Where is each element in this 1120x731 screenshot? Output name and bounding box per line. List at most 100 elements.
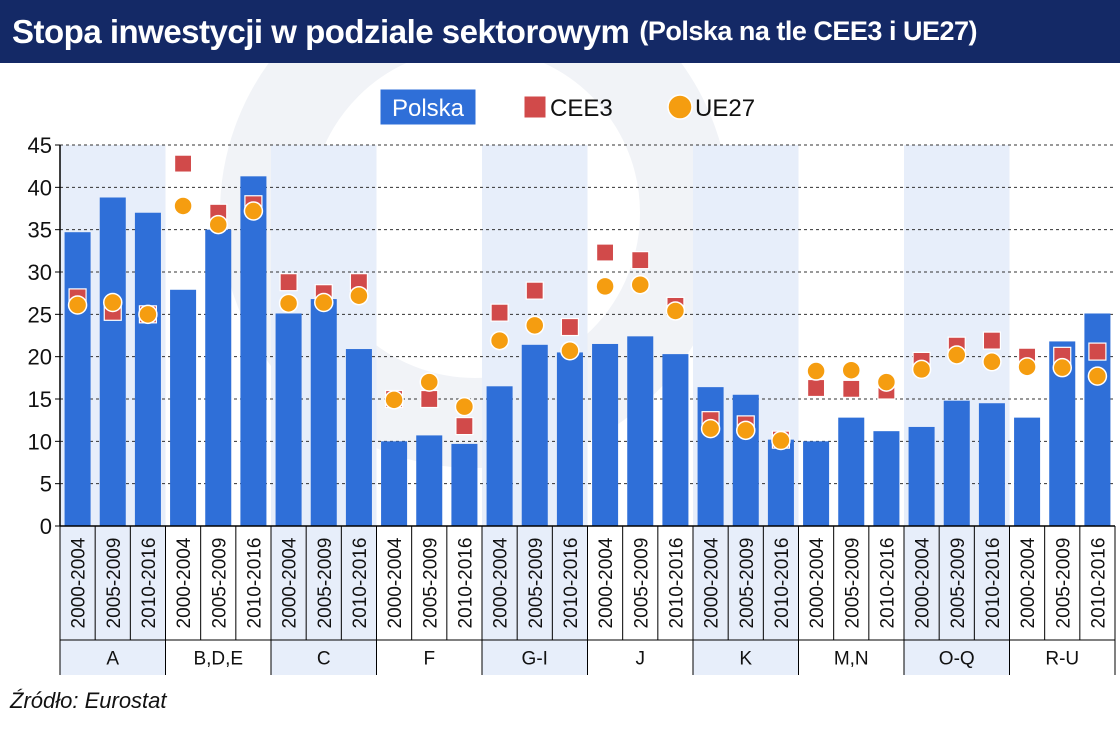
ue27-marker xyxy=(243,201,264,221)
ue27-marker xyxy=(841,360,861,380)
legend-swatch-polska xyxy=(379,88,477,126)
ue27-marker xyxy=(173,196,193,216)
category-label: 2005-2009 xyxy=(737,538,758,629)
legend-label-cee3: CEE3 xyxy=(550,95,613,122)
ue27-marker xyxy=(947,345,967,365)
ue27-marker xyxy=(67,295,88,315)
category-label: 2005-2009 xyxy=(1053,538,1074,629)
ue27-marker xyxy=(489,330,510,351)
bar xyxy=(310,299,337,526)
y-tick-label: 10 xyxy=(28,429,52,454)
cee3-marker xyxy=(982,331,1002,350)
category-label: 2010-2016 xyxy=(666,538,687,629)
ue27-marker xyxy=(525,315,545,336)
cee3-marker xyxy=(631,251,650,270)
category-label: 2010-2016 xyxy=(350,538,371,629)
category-label: 2000-2004 xyxy=(596,537,617,628)
bar xyxy=(873,431,900,526)
cee3-marker xyxy=(279,273,298,292)
chart-subtitle: (Polska na tle CEE3 i UE27) xyxy=(639,16,977,46)
cee3-marker xyxy=(490,303,509,322)
bar xyxy=(767,439,794,526)
category-label: 2010-2016 xyxy=(244,538,265,629)
bar xyxy=(170,289,197,526)
cee3-marker xyxy=(595,243,615,262)
cee3-marker xyxy=(420,389,439,409)
ue27-marker xyxy=(419,372,439,392)
category-label: 2010-2016 xyxy=(772,538,793,629)
group-label: F xyxy=(423,649,435,670)
y-tick-label: 25 xyxy=(28,302,52,327)
ue27-marker xyxy=(736,420,756,441)
ue27-marker xyxy=(665,301,686,321)
bar xyxy=(205,229,232,526)
legend: Polska CEE3 UE27 xyxy=(379,88,755,126)
ue27-marker xyxy=(103,292,123,313)
y-tick-label: 35 xyxy=(28,218,52,243)
bar xyxy=(732,394,759,526)
ue27-marker xyxy=(630,274,650,295)
bar xyxy=(908,426,935,526)
category-label: 2000-2004 xyxy=(491,537,512,628)
group-label: A xyxy=(106,649,119,670)
bar xyxy=(99,197,126,526)
category-label: 2010-2016 xyxy=(1088,538,1109,629)
category-label: 2000-2004 xyxy=(1018,537,1039,628)
category-label: 2010-2016 xyxy=(561,538,582,629)
bar xyxy=(381,441,408,526)
category-label: 2000-2004 xyxy=(702,537,723,628)
category-label: 2000-2004 xyxy=(69,537,90,628)
ue27-marker xyxy=(876,372,897,392)
bar xyxy=(556,352,583,526)
ue27-marker xyxy=(138,304,158,325)
bar xyxy=(521,344,548,526)
ue27-marker xyxy=(454,396,475,417)
y-tick-label: 20 xyxy=(28,345,52,370)
bar xyxy=(1014,417,1041,526)
bar xyxy=(697,387,724,526)
category-label: 2010-2016 xyxy=(877,538,898,629)
bar xyxy=(978,403,1005,526)
category-label: 2000-2004 xyxy=(385,537,406,628)
ue27-marker xyxy=(771,430,791,451)
group-label: M,N xyxy=(834,649,869,670)
ue27-marker xyxy=(560,340,580,361)
bar xyxy=(838,417,865,526)
category-label: 2010-2016 xyxy=(455,538,476,629)
cee3-marker xyxy=(525,281,544,300)
legend-label-ue27: UE27 xyxy=(695,95,755,122)
bar xyxy=(592,343,619,526)
category-label: 2010-2016 xyxy=(139,538,160,629)
y-tick-label: 40 xyxy=(28,175,52,200)
group-label: C xyxy=(317,649,331,670)
bar-chart: 0 5 10 15 20 25 30 35 40 45 2000-2004 2005-2009 2010… xyxy=(28,63,1116,675)
category-label: 2000-2004 xyxy=(913,537,934,628)
y-tick-label: 15 xyxy=(28,387,52,412)
group-label: B,D,E xyxy=(193,649,243,670)
cee3-marker xyxy=(560,317,580,337)
y-tick-label: 5 xyxy=(40,472,52,497)
cee3-marker xyxy=(806,378,826,398)
title-bar: Stopa inwestycji w podziale sektorowym (… xyxy=(0,0,1120,63)
ue27-marker xyxy=(982,351,1002,372)
legend-marker-cee3 xyxy=(523,95,547,119)
cee3-marker xyxy=(1088,342,1107,361)
cee3-marker xyxy=(455,416,474,436)
bar xyxy=(275,313,302,526)
bar xyxy=(64,232,91,526)
ue27-marker xyxy=(911,359,932,380)
ue27-marker xyxy=(806,361,826,381)
bar xyxy=(627,336,654,526)
ue27-marker xyxy=(208,214,228,235)
category-label: 2000-2004 xyxy=(280,537,301,628)
category-label: 2005-2009 xyxy=(526,538,547,629)
category-label: 2005-2009 xyxy=(631,538,652,629)
legend-marker-ue27 xyxy=(667,94,693,120)
group-label: R-U xyxy=(1045,649,1079,670)
ue27-marker xyxy=(1052,357,1072,378)
bar xyxy=(416,435,443,526)
bar xyxy=(803,441,830,526)
group-label: K xyxy=(739,649,752,670)
category-label: 2005-2009 xyxy=(315,538,336,629)
group-label: J xyxy=(636,649,646,670)
